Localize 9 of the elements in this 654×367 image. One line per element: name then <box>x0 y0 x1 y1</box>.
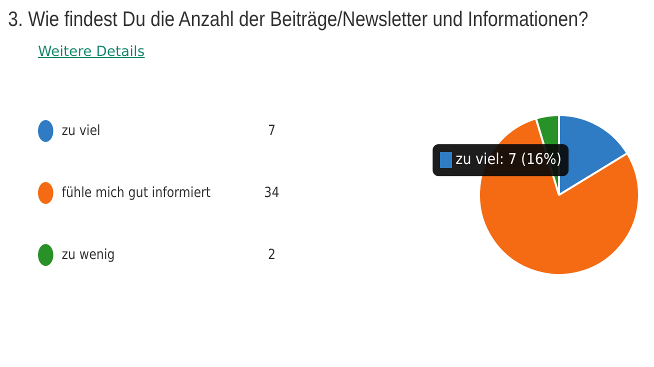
legend-label: zu viel <box>62 123 102 139</box>
data-label: 7 <box>266 123 277 139</box>
chart-title: 3. Wie findest Du die Anzahl der Beiträge/Newsletter und Informationen? <box>8 8 588 32</box>
data-label: 34 <box>263 185 280 201</box>
legend-label: fühle mich gut informiert <box>62 185 212 201</box>
chart-subtitle: Weitere Details <box>38 44 146 60</box>
text: zu viel: 7 (16%) <box>456 150 562 168</box>
legend-label: zu wenig <box>62 247 116 263</box>
data-label: 2 <box>266 247 277 263</box>
